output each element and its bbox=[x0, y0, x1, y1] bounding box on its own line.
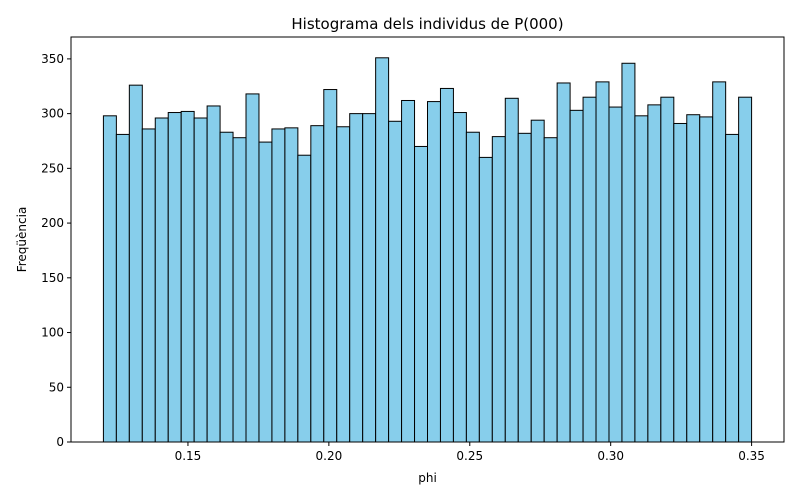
y-tick-label: 250 bbox=[41, 161, 64, 175]
histogram-bar bbox=[582, 96, 597, 443]
histogram-bar bbox=[271, 128, 286, 443]
histogram-bar bbox=[206, 105, 221, 443]
x-axis: 0.15 0.20 0.25 0.30 0.35 bbox=[175, 442, 765, 463]
histogram-bar bbox=[647, 104, 662, 443]
y-tick-label: 150 bbox=[41, 271, 64, 285]
histogram-bar bbox=[310, 125, 325, 443]
histogram-bar bbox=[193, 117, 208, 443]
histogram-bar bbox=[530, 119, 545, 443]
y-tick-label: 300 bbox=[41, 107, 64, 121]
histogram-bar bbox=[725, 133, 740, 443]
histogram-bar bbox=[465, 131, 480, 443]
histogram-bar bbox=[401, 99, 416, 443]
histogram-bar bbox=[362, 113, 377, 443]
x-axis-label: phi bbox=[418, 471, 437, 485]
plot-frame bbox=[70, 36, 785, 443]
histogram-bar bbox=[452, 112, 467, 443]
histogram-bar bbox=[336, 126, 351, 443]
histogram-bar bbox=[258, 141, 273, 443]
y-tick-label: 50 bbox=[49, 380, 64, 394]
histogram-bar bbox=[686, 114, 701, 443]
bars-group bbox=[102, 57, 753, 443]
histogram-bar bbox=[232, 137, 247, 443]
histogram-bar bbox=[556, 82, 571, 443]
histogram-bar bbox=[297, 154, 312, 443]
histogram-bar bbox=[673, 122, 688, 443]
histogram-bar bbox=[388, 120, 403, 443]
histogram-bar bbox=[375, 57, 390, 443]
y-axis-label: Freqüència bbox=[15, 207, 29, 273]
histogram-bar bbox=[699, 116, 714, 443]
x-tick-label: 0.35 bbox=[738, 449, 765, 463]
y-tick-label: 200 bbox=[41, 216, 64, 230]
histogram-bar bbox=[167, 112, 182, 443]
x-tick-label: 0.25 bbox=[456, 449, 483, 463]
histogram-bar bbox=[621, 62, 636, 443]
histogram-bar bbox=[154, 117, 169, 443]
histogram-bar bbox=[349, 113, 364, 443]
y-tick-label: 0 bbox=[56, 435, 64, 449]
histogram-bar bbox=[569, 109, 584, 443]
y-axis: 0 50 100 150 200 250 300 350 bbox=[41, 52, 71, 449]
y-tick-label: 100 bbox=[41, 326, 64, 340]
x-tick-label: 0.30 bbox=[597, 449, 624, 463]
histogram-bar bbox=[712, 81, 727, 443]
histogram-bar bbox=[595, 81, 610, 443]
histogram-bar bbox=[180, 110, 195, 443]
histogram-bar bbox=[128, 84, 143, 443]
chart-title: Histograma dels individus de P(000) bbox=[291, 15, 563, 33]
histogram-bar bbox=[504, 97, 519, 443]
histogram-bar bbox=[543, 137, 558, 443]
histogram-bar bbox=[219, 131, 234, 443]
histogram-bar bbox=[608, 106, 623, 443]
histogram-bar bbox=[102, 115, 117, 443]
histogram-bar bbox=[517, 132, 532, 443]
x-tick-label: 0.15 bbox=[175, 449, 202, 463]
histogram-bar bbox=[284, 127, 299, 443]
histogram-bar bbox=[439, 87, 454, 443]
histogram-bar bbox=[115, 133, 130, 443]
x-tick-label: 0.20 bbox=[316, 449, 343, 463]
histogram-bar bbox=[141, 128, 156, 443]
histogram-bar bbox=[427, 101, 441, 443]
histogram-bar bbox=[491, 136, 506, 443]
histogram-bar bbox=[478, 156, 493, 443]
histogram-bar bbox=[738, 96, 753, 443]
y-tick-label: 350 bbox=[41, 52, 64, 66]
histogram-bar bbox=[660, 96, 675, 443]
histogram-bar bbox=[414, 145, 429, 443]
histogram-bar bbox=[245, 93, 260, 443]
histogram-bar bbox=[634, 115, 649, 443]
histogram-bar bbox=[323, 89, 338, 443]
